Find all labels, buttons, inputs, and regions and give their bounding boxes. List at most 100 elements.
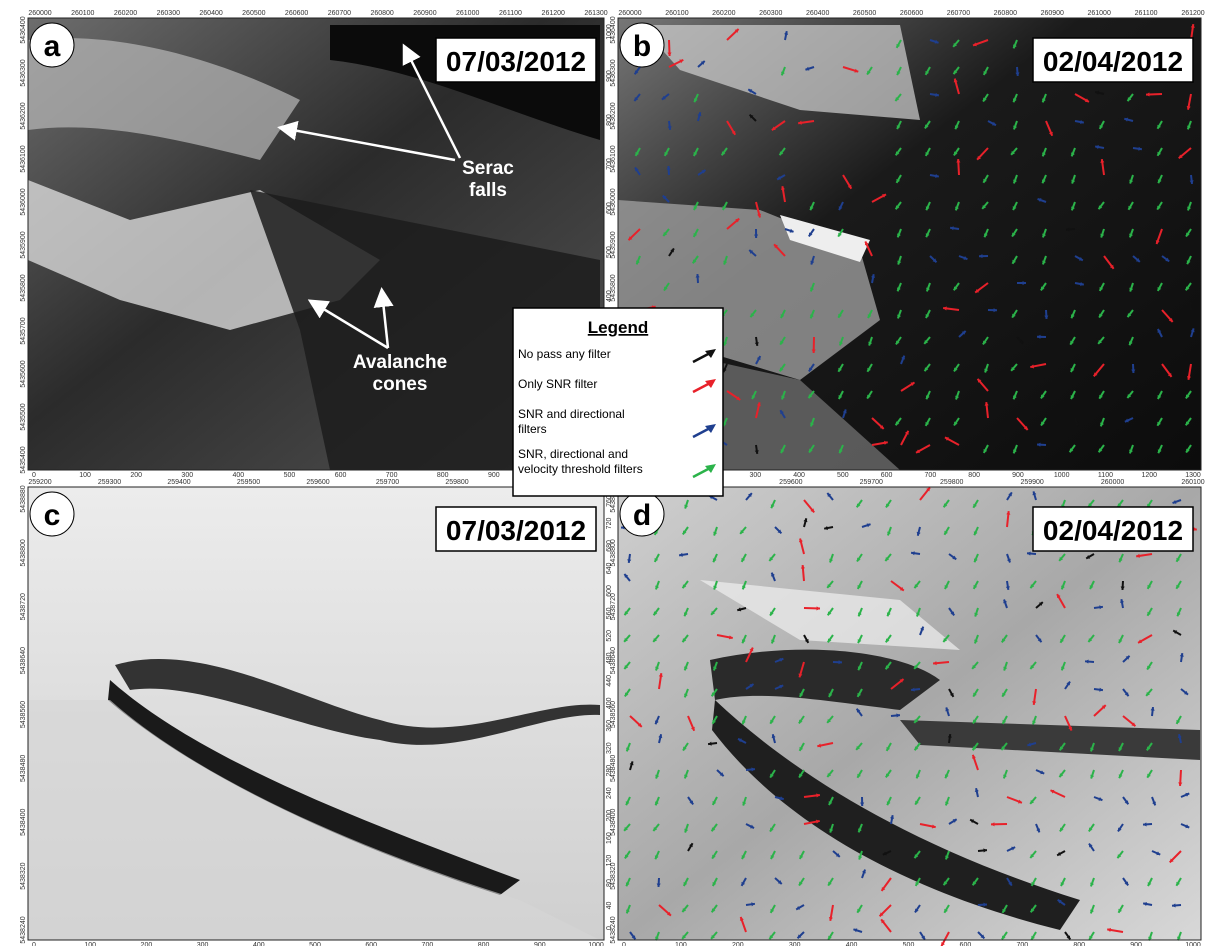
top-tick-label: 259300 [98, 479, 121, 486]
legend-label: filters [518, 422, 547, 436]
top-tick-label: 260400 [199, 10, 222, 17]
bottom-tick-label: 700 [422, 942, 434, 946]
left-tick-label: 5435900 [20, 231, 27, 258]
bottom-tick-label: 500 [837, 472, 849, 479]
top-tick-label: 259800 [940, 479, 963, 486]
top-tick-label: 260000 [618, 10, 641, 17]
legend-label: SNR and directional [518, 407, 625, 421]
left-tick-label: 5438560 [20, 701, 27, 728]
legend-title: Legend [588, 318, 648, 337]
left-tick-label: 5436000 [610, 188, 617, 215]
left-tick-label: 5435600 [20, 360, 27, 387]
left-tick-label: 5438640 [610, 647, 617, 674]
right-tick-label: 320 [606, 742, 613, 754]
left-tick-label: 5438720 [610, 593, 617, 620]
bottom-tick-label: 700 [925, 472, 937, 479]
top-tick-label: 259800 [445, 479, 468, 486]
top-tick-label: 259600 [306, 479, 329, 486]
left-tick-label: 5435500 [20, 403, 27, 430]
top-tick-label: 260300 [157, 10, 180, 17]
date-label: 07/03/2012 [446, 515, 586, 546]
left-tick-label: 5435400 [20, 446, 27, 473]
left-tick-label: 5436400 [20, 16, 27, 43]
top-tick-label: 259400 [167, 479, 190, 486]
top-tick-label: 260800 [370, 10, 393, 17]
right-tick-label: 440 [606, 675, 613, 687]
left-tick-label: 5438240 [610, 916, 617, 943]
left-tick-label: 5438640 [20, 647, 27, 674]
top-tick-label: 260100 [665, 10, 688, 17]
top-tick-label: 259600 [779, 479, 802, 486]
bottom-tick-label: 900 [1130, 942, 1142, 946]
bottom-tick-label: 100 [79, 472, 91, 479]
top-tick-label: 259900 [1020, 479, 1043, 486]
left-tick-label: 5435900 [610, 231, 617, 258]
top-tick-label: 260700 [328, 10, 351, 17]
top-tick-label: 260900 [1041, 10, 1064, 17]
top-tick-label: 259700 [860, 479, 883, 486]
top-tick-label: 259500 [237, 479, 260, 486]
left-tick-label: 5435800 [20, 274, 27, 301]
bottom-tick-label: 800 [437, 472, 449, 479]
annotation: Serac [462, 158, 514, 179]
left-tick-label: 5436300 [20, 59, 27, 86]
bottom-tick-label: 800 [968, 472, 980, 479]
top-tick-label: 261300 [584, 10, 607, 17]
legend-label: velocity threshold filters [518, 462, 643, 476]
left-tick-label: 5436200 [610, 102, 617, 129]
right-tick-label: 520 [606, 630, 613, 642]
bottom-tick-label: 500 [903, 942, 915, 946]
right-tick-label: 40 [606, 902, 613, 910]
panel-d-image [618, 487, 1201, 940]
top-tick-label: 261100 [499, 10, 522, 17]
top-tick-label: 260400 [806, 10, 829, 17]
bottom-tick-label: 1000 [588, 942, 604, 946]
annotation: Avalanche [353, 352, 447, 373]
top-tick-label: 260000 [1101, 479, 1124, 486]
bottom-tick-label: 800 [478, 942, 490, 946]
bottom-tick-label: 300 [749, 472, 761, 479]
panel-letter: d [633, 499, 651, 532]
left-tick-label: 5438400 [20, 809, 27, 836]
top-tick-label: 260100 [1181, 479, 1204, 486]
bottom-tick-label: 200 [130, 472, 142, 479]
bottom-tick-label: 900 [1012, 472, 1024, 479]
left-tick-label: 5436100 [20, 145, 27, 172]
bottom-tick-label: 300 [789, 942, 801, 946]
panel-letter: c [44, 499, 61, 532]
left-tick-label: 5438560 [610, 701, 617, 728]
top-tick-label: 260700 [947, 10, 970, 17]
bottom-tick-label: 400 [793, 472, 805, 479]
top-tick-label: 260200 [114, 10, 137, 17]
bottom-tick-label: 500 [284, 472, 296, 479]
left-tick-label: 5436200 [20, 102, 27, 129]
bottom-tick-label: 900 [488, 472, 500, 479]
bottom-tick-label: 600 [960, 942, 972, 946]
bottom-tick-label: 400 [253, 942, 265, 946]
top-tick-label: 261200 [542, 10, 565, 17]
top-tick-label: 260900 [413, 10, 436, 17]
left-tick-label: 5438720 [20, 593, 27, 620]
bottom-tick-label: 800 [1073, 942, 1085, 946]
left-tick-label: 5438320 [20, 862, 27, 889]
right-tick-label: 240 [606, 787, 613, 799]
legend-label: Only SNR filter [518, 377, 597, 391]
left-tick-label: 5438480 [20, 755, 27, 782]
left-tick-label: 5436300 [610, 59, 617, 86]
right-tick-label: 720 [606, 518, 613, 530]
top-tick-label: 260200 [712, 10, 735, 17]
left-tick-label: 5436100 [610, 145, 617, 172]
top-tick-label: 260100 [71, 10, 94, 17]
left-tick-label: 5436400 [610, 16, 617, 43]
left-tick-label: 5438880 [20, 485, 27, 512]
date-label: 02/04/2012 [1043, 46, 1183, 77]
left-tick-label: 5438800 [610, 539, 617, 566]
panel-letter: b [633, 30, 651, 63]
bottom-tick-label: 0 [32, 942, 36, 946]
top-tick-label: 260300 [759, 10, 782, 17]
top-tick-label: 260000 [28, 10, 51, 17]
bottom-tick-label: 1000 [1054, 472, 1070, 479]
